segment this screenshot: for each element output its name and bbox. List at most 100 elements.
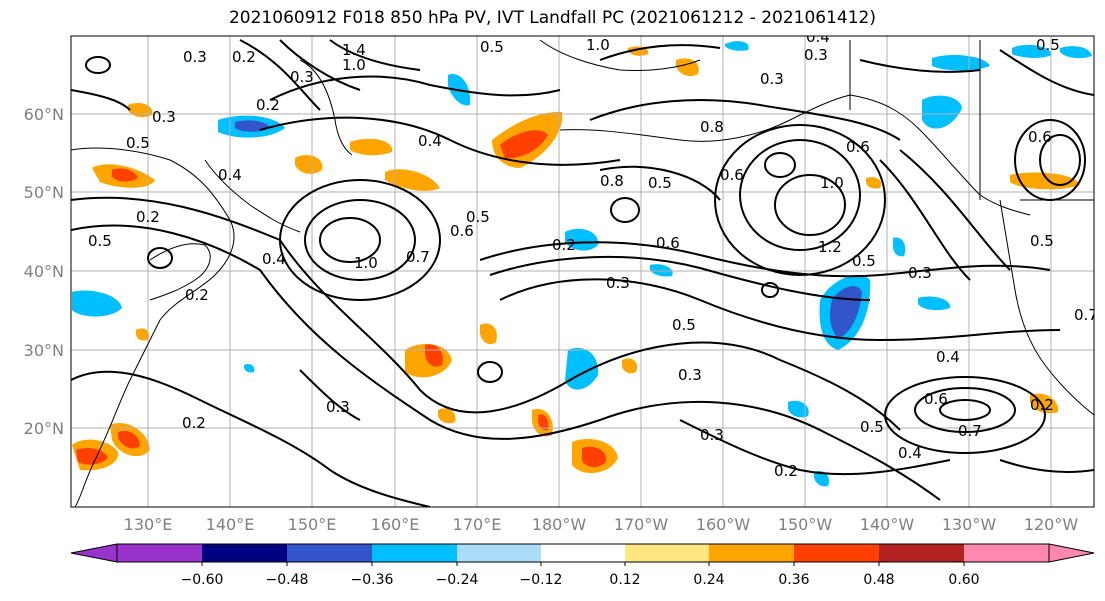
lon-label: 140°W bbox=[860, 515, 915, 534]
colorbar-tick-label: 0.12 bbox=[609, 572, 640, 588]
contour-label: 1.0 bbox=[820, 174, 844, 192]
map-panel: 0.3 0.2 1.4 1.0 0.5 1.0 0.4 0.3 0.4 0.2 … bbox=[71, 28, 1098, 507]
contour-label: 0.3 bbox=[804, 46, 828, 64]
contour-line bbox=[71, 370, 431, 507]
lon-label: 160°W bbox=[696, 515, 751, 534]
positive-anomalies bbox=[72, 46, 1080, 474]
contour-line bbox=[329, 39, 421, 71]
lon-label: 170°E bbox=[453, 515, 502, 534]
shade-hot bbox=[500, 130, 548, 159]
contour-label: 0.2 bbox=[185, 286, 209, 304]
contour-label: 0.6 bbox=[450, 222, 474, 240]
colorbar-tick-label: −0.36 bbox=[351, 572, 394, 588]
contour-line bbox=[71, 196, 901, 431]
contour-label: 0.5 bbox=[480, 38, 504, 56]
colorbar-tick-label: −0.24 bbox=[436, 572, 479, 588]
map-frame bbox=[70, 35, 1095, 508]
contour-label: 0.4 bbox=[806, 28, 830, 46]
colorbar-tick-label: 0.36 bbox=[778, 572, 809, 588]
contour-label: 0.8 bbox=[700, 118, 724, 136]
contour-ring bbox=[884, 376, 1046, 454]
negative-anomalies bbox=[72, 41, 1092, 487]
lon-label: 150°E bbox=[288, 515, 337, 534]
shade-cool bbox=[72, 290, 122, 317]
contour-line bbox=[999, 49, 1094, 96]
lon-label: 130°W bbox=[942, 515, 997, 534]
contour-line bbox=[71, 224, 941, 501]
contour-label: 0.7 bbox=[958, 422, 982, 440]
contour-ring bbox=[147, 247, 173, 269]
colorbar-tick-label: 0.60 bbox=[948, 572, 979, 588]
contour-ring bbox=[739, 139, 861, 251]
contour-line bbox=[859, 59, 981, 73]
contour-label: 0.3 bbox=[908, 264, 932, 282]
contour-ring bbox=[761, 282, 779, 298]
colorbar-segment bbox=[541, 544, 625, 562]
contour-label: 0.5 bbox=[466, 208, 490, 226]
contour-label: 1.0 bbox=[342, 56, 366, 74]
shade-warm bbox=[622, 358, 638, 374]
contour-label: 0.5 bbox=[88, 232, 112, 250]
map-title: 2021060912 F018 850 hPa PV, IVT Landfall… bbox=[228, 8, 876, 28]
contour-ring bbox=[914, 387, 1016, 433]
contour-ring bbox=[304, 199, 416, 281]
contour-label: 0.3 bbox=[700, 426, 724, 444]
coast-kamchatka bbox=[299, 59, 353, 156]
contour-label: 0.6 bbox=[656, 234, 680, 252]
colorbar-tick-label: −0.48 bbox=[266, 572, 309, 588]
contour-line bbox=[899, 149, 1011, 271]
coast-bering bbox=[539, 39, 701, 71]
contour-label-layer: 0.3 0.2 1.4 1.0 0.5 1.0 0.4 0.3 0.4 0.2 … bbox=[88, 28, 1098, 480]
contour-label: 0.6 bbox=[924, 390, 948, 408]
shade-cool bbox=[565, 228, 599, 251]
contour-line bbox=[239, 39, 321, 111]
contour-label: 0.3 bbox=[760, 70, 784, 88]
shade-cool bbox=[932, 54, 990, 71]
contour-ring bbox=[764, 152, 796, 178]
contour-label: 0.6 bbox=[720, 166, 744, 184]
contour-label: 0.7 bbox=[1074, 306, 1098, 324]
colorbar-segment bbox=[879, 544, 964, 562]
contour-label: 0.6 bbox=[846, 138, 870, 156]
contour-label: 0.3 bbox=[678, 366, 702, 384]
coast-japan bbox=[149, 243, 211, 301]
contour-line bbox=[599, 165, 721, 201]
contour-label: 0.8 bbox=[600, 172, 624, 190]
shade-warm bbox=[136, 328, 150, 341]
shade-hot bbox=[118, 430, 140, 449]
lon-label: 120°W bbox=[1024, 515, 1079, 534]
contour-line bbox=[299, 369, 361, 421]
shade-warm bbox=[438, 408, 456, 424]
contour-label: 0.3 bbox=[290, 68, 314, 86]
contour-label: 0.5 bbox=[1036, 36, 1060, 54]
colorbar-segment bbox=[625, 544, 709, 562]
contour-label: 0.2 bbox=[1030, 396, 1054, 414]
shade-cool bbox=[244, 363, 255, 373]
lat-label: 30°N bbox=[24, 341, 64, 360]
contour-line bbox=[999, 459, 1094, 473]
shade-cool bbox=[1012, 44, 1052, 58]
contour-label: 0.5 bbox=[648, 174, 672, 192]
contour-label: 0.7 bbox=[406, 248, 430, 266]
contour-label: 0.4 bbox=[262, 250, 286, 268]
colorbar-segment bbox=[709, 544, 794, 562]
shade-cool bbox=[892, 237, 906, 257]
contour-label: 1.4 bbox=[342, 41, 366, 59]
contour-label: 0.2 bbox=[774, 462, 798, 480]
contour-label: 0.5 bbox=[126, 134, 150, 152]
coast-aleutian bbox=[559, 94, 851, 142]
contour-line bbox=[279, 39, 361, 91]
contour-ring bbox=[939, 399, 991, 421]
contour-label: 1.0 bbox=[586, 36, 610, 54]
contour-ring bbox=[477, 361, 503, 383]
colorbar-tick-label: 0.48 bbox=[863, 572, 894, 588]
shade-warm bbox=[480, 323, 497, 345]
shade-cool bbox=[922, 95, 962, 129]
contour-ring bbox=[774, 174, 846, 236]
contour-label: 0.4 bbox=[936, 348, 960, 366]
coast-asia bbox=[71, 147, 235, 507]
contour-line bbox=[259, 116, 621, 166]
longitude-labels: 130°E 140°E 150°E 160°E 170°E 180°W 170°… bbox=[124, 515, 1079, 534]
lon-label: 130°E bbox=[124, 515, 173, 534]
contour-label: 0.4 bbox=[218, 166, 242, 184]
